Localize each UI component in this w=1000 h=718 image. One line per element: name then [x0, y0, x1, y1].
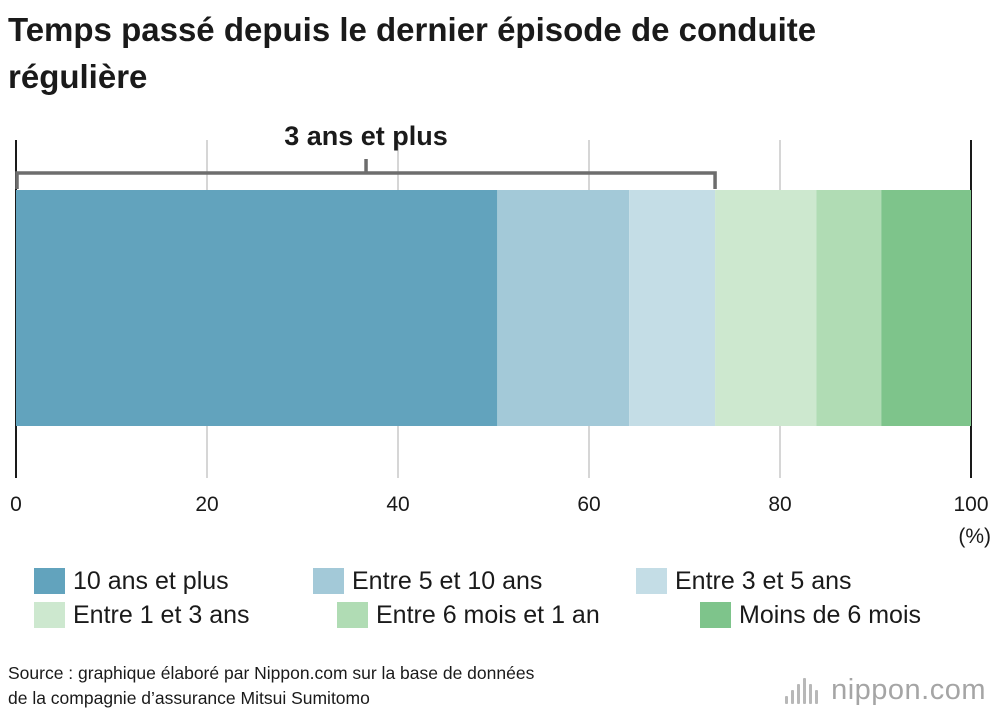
legend-swatch [34, 568, 65, 594]
bracket-annotation: 3 ans et plus [15, 121, 717, 189]
bracket-label: 3 ans et plus [284, 121, 448, 151]
legend-label: Moins de 6 mois [739, 600, 922, 629]
legend-label: Entre 3 et 5 ans [675, 566, 852, 595]
x-tick-label: 80 [768, 493, 791, 516]
x-axis: 0 20 40 60 80 100 (%) [10, 493, 991, 548]
bar-segment [497, 190, 630, 426]
bar-segment [16, 190, 498, 426]
nippon-logo-icon [785, 677, 821, 704]
bar-segment [881, 190, 971, 426]
x-tick-label: 0 [10, 493, 22, 516]
legend-item: Moins de 6 mois [700, 600, 921, 630]
brand-logo: nippon.com [785, 674, 986, 707]
bar-segment [816, 190, 882, 426]
chart-plot: 0 20 40 60 80 100 (%) 3 ans et plus [10, 121, 991, 548]
legend-swatch [313, 568, 344, 594]
legend-swatch [337, 602, 368, 628]
source-note: Source : graphique élaboré par Nippon.co… [8, 661, 534, 711]
legend-label: Entre 6 mois et 1 an [376, 600, 600, 629]
legend-swatch [636, 568, 667, 594]
x-tick-label: 40 [386, 493, 409, 516]
legend-swatch [34, 602, 65, 628]
legend-item: Entre 6 mois et 1 an [337, 600, 600, 630]
legend-item: Entre 5 et 10 ans [313, 566, 542, 596]
brand-name: nippon.com [831, 674, 986, 706]
bar-segment [715, 190, 817, 426]
source-line-1: Source : graphique élaboré par Nippon.co… [8, 663, 535, 683]
legend-label: Entre 1 et 3 ans [73, 600, 250, 629]
legend-swatch [700, 602, 731, 628]
legend-label: Entre 5 et 10 ans [352, 566, 543, 595]
legend-item: Entre 3 et 5 ans [636, 566, 852, 596]
bracket-line [15, 171, 717, 189]
bar-segment [629, 190, 716, 426]
x-tick-label: 100 [953, 493, 988, 516]
legend-label: 10 ans et plus [73, 566, 229, 595]
x-tick-label: 20 [195, 493, 218, 516]
legend-item: Entre 1 et 3 ans [34, 600, 250, 630]
chart-title: Temps passé depuis le dernier épisode de… [8, 11, 817, 95]
legend-item: 10 ans et plus [34, 566, 229, 596]
stacked-bar [16, 190, 971, 426]
source-line-2: de la compagnie d’assurance Mitsui Sumit… [8, 688, 370, 708]
x-tick-label: 60 [577, 493, 600, 516]
x-unit-label: (%) [958, 525, 991, 548]
